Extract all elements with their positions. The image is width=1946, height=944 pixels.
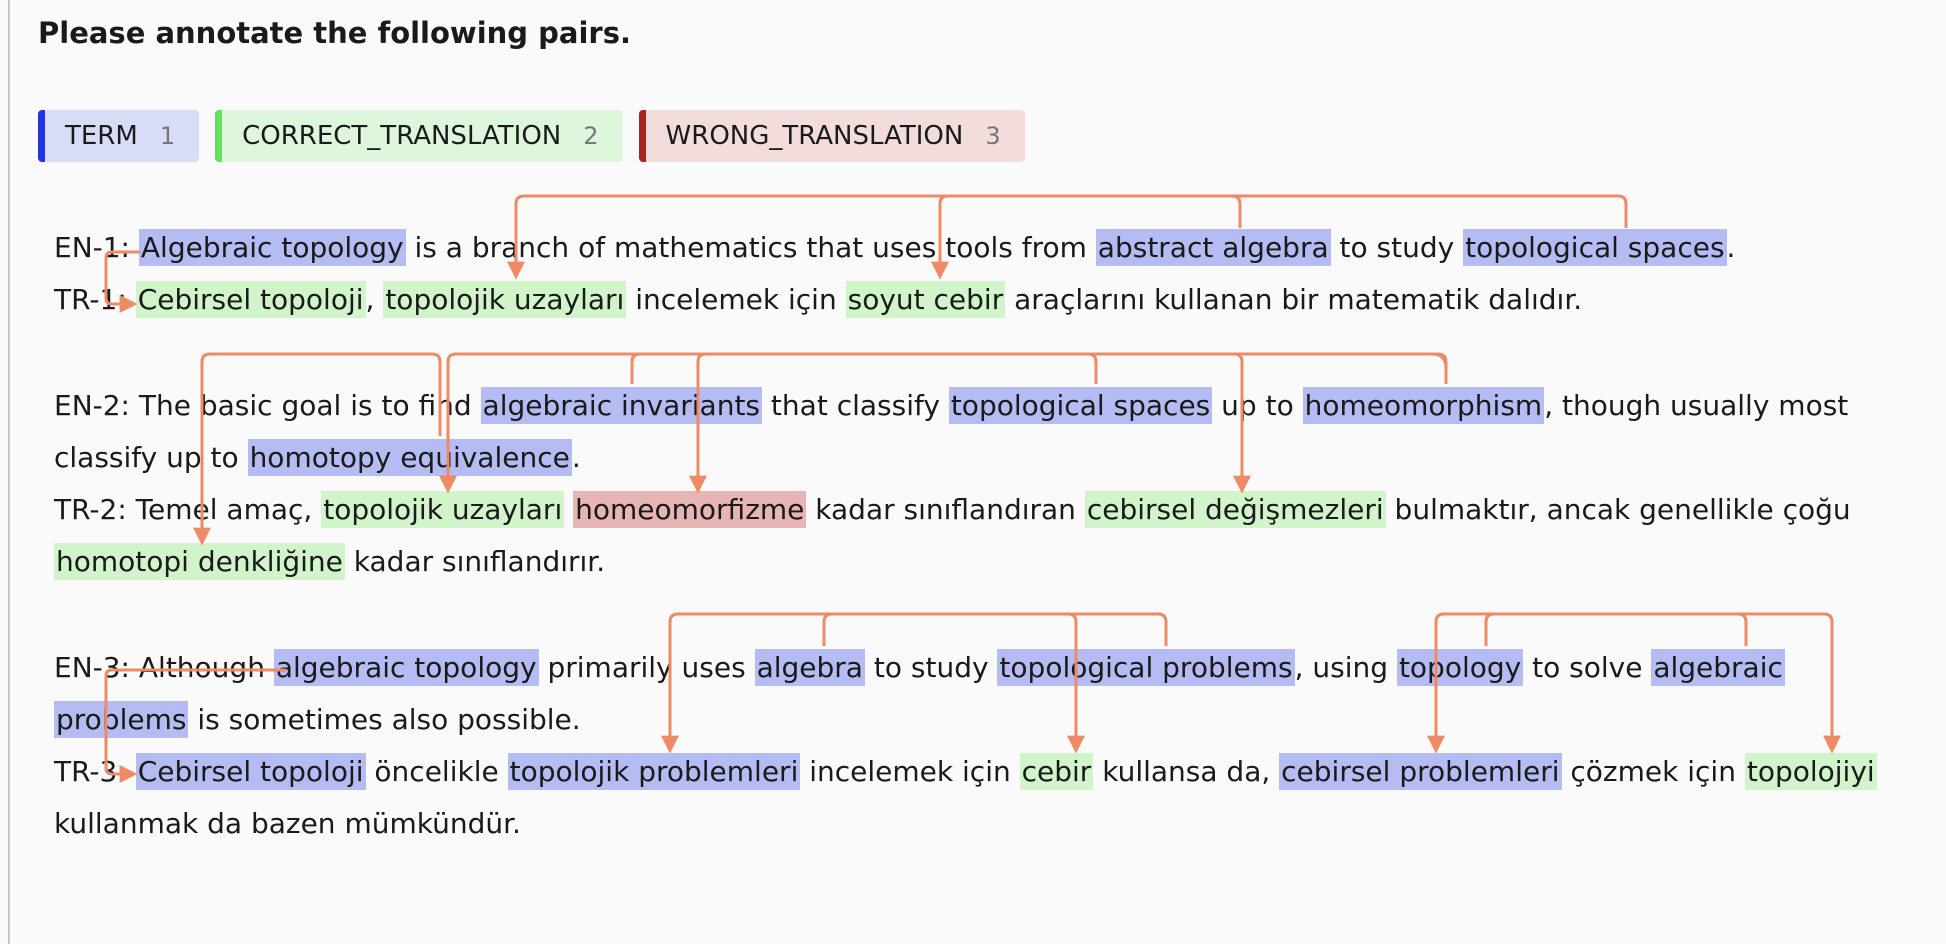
label-wrong-translation-button[interactable]: WRONG_TRANSLATION 3 (638, 110, 1025, 162)
label-correct-translation-button[interactable]: CORRECT_TRANSLATION 2 (215, 110, 623, 162)
en-2-line-1: EN-2: The basic goal is to find algebrai… (54, 380, 1934, 432)
entity-term[interactable]: Cebirsel topoloji (135, 753, 366, 790)
label-correct-translation-key: 2 (583, 122, 599, 150)
page-title: Please annotate the following pairs. (38, 16, 631, 50)
plain-text: is sometimes also possible. (188, 703, 581, 736)
entity-term[interactable]: topological problems (997, 649, 1295, 686)
annotation-text-area: EN-1: Algebraic topology is a branch of … (54, 222, 1934, 850)
tr-1-prefix: TR-1: (54, 283, 136, 316)
label-correct-translation-name: CORRECT_TRANSLATION (242, 121, 562, 151)
entity-correct-translation[interactable]: homotopi denkliğine (54, 543, 345, 580)
plain-text: TR-3: (54, 755, 136, 788)
plain-text: çözmek için (1561, 755, 1745, 788)
entity-term[interactable]: problems (54, 701, 189, 738)
tr-2-line-1: TR-2: Temel amaç, topolojik uzayları hom… (54, 484, 1934, 536)
plain-text: incelemek için (626, 283, 846, 316)
entity-term[interactable]: cebirsel problemleri (1279, 753, 1562, 790)
plain-text: is a branch of mathematics that uses too… (405, 231, 1096, 264)
plain-text: kullanmak da bazen mümkündür. (54, 807, 521, 840)
en-1-prefix: EN-1: (54, 231, 139, 264)
en-3-line-1: EN-3: Although algebraic topology primar… (54, 642, 1934, 694)
entity-correct-translation[interactable]: Cebirsel topoloji (135, 281, 366, 318)
label-bar: TERM 1 CORRECT_TRANSLATION 2 WRONG_TRANS… (38, 110, 1025, 162)
en-1-line: EN-1: Algebraic topology is a branch of … (54, 222, 1934, 274)
entity-term[interactable]: topolojik problemleri (507, 753, 801, 790)
entity-term[interactable]: topology (1396, 649, 1524, 686)
entity-correct-translation[interactable]: topolojik uzayları (321, 491, 565, 528)
entity-correct-translation[interactable]: cebir (1019, 753, 1094, 790)
label-term-name: TERM (65, 121, 138, 151)
entity-correct-translation[interactable]: soyut cebir (845, 281, 1006, 318)
entity-term[interactable]: abstract algebra (1095, 229, 1331, 266)
plain-text: araçlarını kullanan bir matematik dalıdı… (1005, 283, 1583, 316)
plain-text: incelemek için (800, 755, 1020, 788)
entity-correct-translation[interactable]: topolojiyi (1744, 753, 1877, 790)
entity-correct-translation[interactable]: cebirsel değişmezleri (1084, 491, 1386, 528)
entity-wrong-translation[interactable]: homeomorfizme (573, 491, 807, 528)
entity-term[interactable]: topological spaces (1463, 229, 1727, 266)
entity-correct-translation[interactable]: topolojik uzayları (383, 281, 627, 318)
tr-1-line: TR-1: Cebirsel topoloji, topolojik uzayl… (54, 274, 1934, 326)
plain-text: EN-2: The basic goal is to find (54, 389, 481, 422)
tr-3-line-2: kullanmak da bazen mümkündür. (54, 798, 1934, 850)
entity-term[interactable]: topological spaces (948, 387, 1213, 424)
entity-term[interactable]: algebraic topology (273, 649, 539, 686)
plain-text: , though usually most (1544, 389, 1849, 422)
entity-term[interactable]: algebra (754, 649, 865, 686)
entity-term[interactable]: homotopy equivalence (247, 439, 572, 476)
plain-text: to solve (1523, 651, 1652, 684)
en-2-line-2: classify up to homotopy equivalence. (54, 432, 1934, 484)
plain-text (564, 493, 573, 526)
plain-text: primarily uses (538, 651, 755, 684)
label-term-button[interactable]: TERM 1 (38, 110, 200, 162)
plain-text: kadar sınıflandırır. (344, 545, 606, 578)
plain-text: EN-3: Although (54, 651, 274, 684)
plain-text: TR-2: Temel amaç, (54, 493, 322, 526)
tr-2-line-2: homotopi denkliğine kadar sınıflandırır. (54, 536, 1934, 588)
plain-text: that classify (762, 389, 949, 422)
plain-text: bulmaktır, ancak genellikle çoğu (1385, 493, 1851, 526)
plain-text: to study (864, 651, 998, 684)
label-wrong-translation-name: WRONG_TRANSLATION (665, 121, 964, 151)
plain-text: , using (1294, 651, 1397, 684)
panel-left-border (8, 0, 10, 944)
plain-text: öncelikle (365, 755, 508, 788)
en-3-line-2: problems is sometimes also possible. (54, 694, 1934, 746)
entity-term[interactable]: homeomorphism (1302, 387, 1545, 424)
plain-text: , (365, 283, 384, 316)
label-term-key: 1 (159, 122, 176, 150)
label-wrong-translation-key: 3 (985, 122, 1001, 150)
plain-text: to study (1330, 231, 1464, 264)
tr-3-line-1: TR-3: Cebirsel topoloji öncelikle topolo… (54, 746, 1934, 798)
plain-text: up to (1212, 389, 1303, 422)
entity-term[interactable]: algebraic invariants (480, 387, 763, 424)
plain-text: classify up to (54, 441, 248, 474)
plain-text: kadar sınıflandıran (806, 493, 1085, 526)
entity-term[interactable]: Algebraic topology (138, 229, 406, 266)
plain-text: . (1726, 231, 1736, 264)
plain-text: kullansa da, (1093, 755, 1280, 788)
plain-text: . (571, 441, 581, 474)
entity-term[interactable]: algebraic (1651, 649, 1785, 686)
